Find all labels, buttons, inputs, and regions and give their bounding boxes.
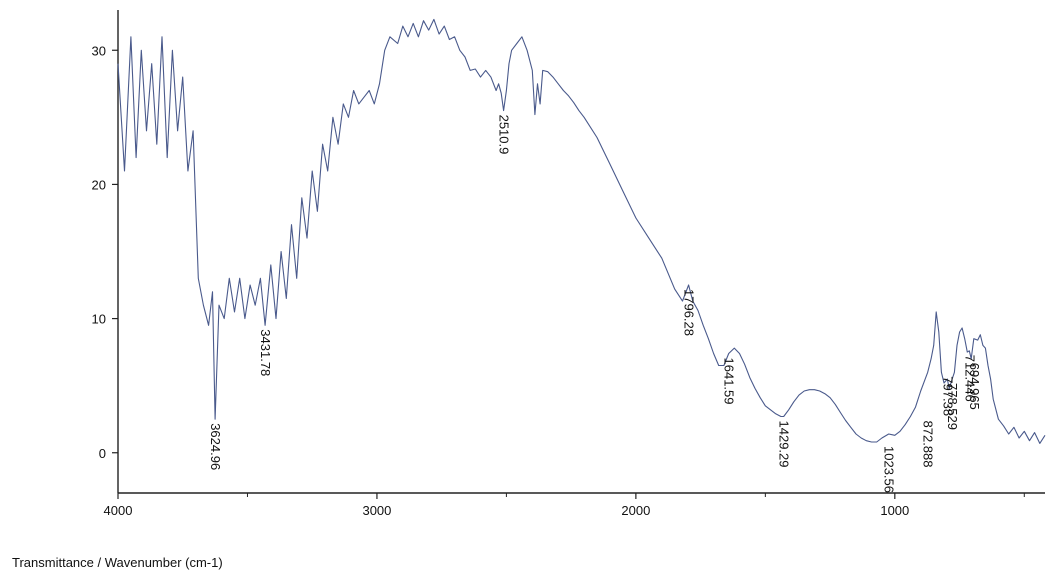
y-tick-label: 10 bbox=[92, 312, 106, 327]
peak-label: 872.888 bbox=[921, 421, 936, 468]
x-tick-label: 2000 bbox=[621, 503, 650, 518]
x-axis-title: Transmittance / Wavenumber (cm-1) bbox=[12, 555, 223, 570]
peak-label: 3431.78 bbox=[258, 329, 273, 376]
peak-label: 712.446 bbox=[962, 355, 977, 402]
x-tick-label: 1000 bbox=[880, 503, 909, 518]
peak-label: 1641.59 bbox=[722, 358, 737, 405]
peak-label: 1796.28 bbox=[682, 289, 697, 336]
spectrum-line bbox=[117, 18, 1046, 444]
axes-layer: 4000 3000 2000 1000 0 10 20 30 bbox=[92, 10, 1045, 518]
x-tick-label: 3000 bbox=[362, 503, 391, 518]
x-tick-label: 4000 bbox=[104, 503, 133, 518]
y-tick-label: 0 bbox=[99, 446, 106, 461]
series-layer bbox=[117, 18, 1046, 444]
peak-label: 778.529 bbox=[945, 383, 960, 430]
peak-label: 1023.56 bbox=[882, 446, 897, 493]
y-tick-label: 20 bbox=[92, 177, 106, 192]
peak-label: 1429.29 bbox=[777, 421, 792, 468]
y-tick-label: 30 bbox=[92, 43, 106, 58]
peak-label: 3624.96 bbox=[208, 423, 223, 470]
peak-label: 2510.9 bbox=[497, 115, 512, 155]
peak-label: 797.38 bbox=[940, 376, 955, 416]
peak-label: 694.965 bbox=[967, 363, 982, 410]
peak-labels-layer: 3624.96 3431.78 2510.9 1796.28 1641.59 1429.2… bbox=[208, 115, 982, 493]
